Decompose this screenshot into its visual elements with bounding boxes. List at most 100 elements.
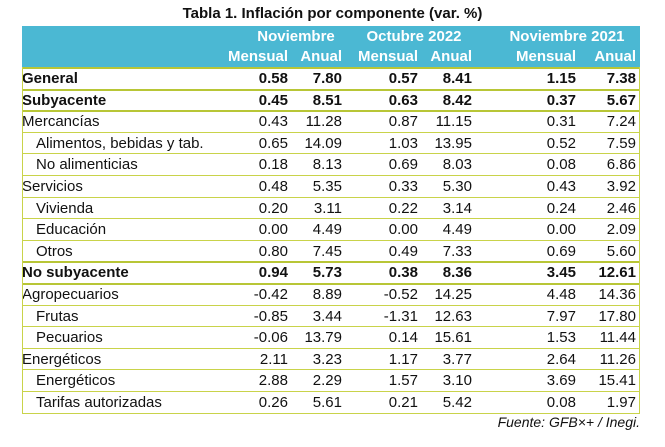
cell-value: 3.23	[312, 350, 342, 368]
cell-value: 3.14	[442, 199, 472, 217]
table-row: Otros 0.80 7.45 0.49 7.33 0.69 5.60	[22, 241, 640, 262]
subheader: Anual	[300, 48, 342, 65]
row-divider	[22, 88, 640, 91]
row-divider	[22, 369, 640, 371]
cell-value: 0.43	[546, 178, 576, 195]
cell-value: 0.00	[388, 221, 418, 239]
row-divider	[22, 261, 640, 264]
cell-value: 14.09	[304, 134, 342, 152]
cell-value: 0.87	[388, 113, 418, 131]
cell-value: 5.61	[312, 394, 342, 411]
cell-value: 0.21	[388, 394, 418, 411]
table-row: No subyacente 0.94 5.73 0.38 8.36 3.45 12.61	[22, 262, 640, 283]
cell-value: 3.11	[313, 199, 342, 217]
cell-value: 6.86	[606, 156, 636, 174]
row-label: Frutas	[36, 307, 79, 325]
table-border	[22, 67, 23, 414]
row-label: Otros	[36, 242, 73, 260]
table-row: Pecuarios -0.06 13.79 0.14 15.61 1.53 11.44	[22, 327, 640, 348]
cell-value: 0.80	[258, 242, 288, 260]
row-divider	[22, 196, 640, 198]
cell-value: 5.35	[312, 178, 342, 195]
cell-value: 0.48	[258, 178, 288, 195]
row-label: Mercancías	[22, 113, 100, 131]
cell-value: 7.24	[606, 113, 636, 131]
cell-value: 0.22	[388, 199, 418, 217]
cell-value: 8.36	[442, 264, 472, 282]
cell-value: 5.42	[442, 394, 472, 411]
cell-value: 0.69	[388, 156, 418, 174]
table-row: Energéticos 2.88 2.29 1.57 3.10 3.69 15.41	[22, 370, 640, 391]
cell-value: 1.17	[388, 350, 418, 368]
cell-value: 3.77	[442, 350, 472, 368]
cell-value: 8.51	[312, 91, 342, 109]
row-divider	[22, 304, 640, 306]
row-divider	[22, 131, 640, 133]
cell-value: 2.88	[258, 372, 288, 390]
source-note: Fuente: GFB×+ / Inegi.	[497, 414, 640, 430]
table-row: Agropecuarios -0.42 8.89 -0.52 14.25 4.48 14.3…	[22, 284, 640, 305]
cell-value: 12.63	[434, 307, 472, 325]
subheader: Mensual	[227, 48, 288, 65]
cell-value: 4.49	[442, 221, 472, 239]
cell-value: 0.26	[258, 394, 288, 411]
cell-value: 3.69	[546, 372, 576, 390]
cell-value: 0.69	[546, 242, 576, 260]
cell-value: 0.31	[546, 113, 576, 131]
cell-value: 7.97	[546, 307, 576, 325]
cell-value: 3.10	[442, 372, 472, 390]
cell-value: -0.85	[253, 307, 288, 325]
table-title: Tabla 1. Inflación por componente (var. …	[182, 5, 483, 22]
row-divider	[22, 175, 640, 176]
subheader-row: Mensual Anual Mensual Anual Mensual Anua…	[22, 47, 640, 67]
cell-value: 5.73	[312, 264, 342, 282]
row-divider	[22, 283, 640, 285]
row-divider	[22, 239, 640, 241]
period-header: Octubre 2022	[366, 28, 462, 45]
cell-value: 7.59	[606, 134, 636, 152]
cell-value: -0.42	[253, 286, 288, 303]
cell-value: 0.38	[388, 264, 418, 282]
cell-value: 8.42	[442, 91, 472, 109]
cell-value: 0.24	[546, 199, 576, 217]
cell-value: 0.57	[388, 70, 418, 87]
cell-value: 0.14	[388, 329, 418, 347]
cell-value: 2.64	[546, 350, 576, 368]
period-header: Noviembre 2021	[509, 28, 625, 45]
cell-value: 0.49	[388, 242, 418, 260]
table-row: Energéticos 2.11 3.23 1.17 3.77 2.64 11.26	[22, 349, 640, 370]
cell-value: 0.63	[388, 91, 418, 109]
row-label: Vivienda	[36, 199, 94, 217]
cell-value: 3.92	[606, 178, 636, 195]
cell-value: 1.97	[606, 394, 636, 411]
cell-value: 1.03	[388, 134, 418, 152]
cell-value: 13.95	[434, 134, 472, 152]
row-divider	[22, 326, 640, 328]
cell-value: 11.28	[305, 113, 342, 131]
cell-value: 2.11	[259, 350, 288, 368]
cell-value: 14.25	[434, 286, 472, 303]
cell-value: 2.46	[606, 199, 636, 217]
cell-value: 11.44	[599, 329, 636, 347]
row-divider	[22, 110, 640, 113]
table-row: Alimentos, bebidas y tab. 0.65 14.09 1.03 13…	[22, 133, 640, 154]
cell-value: 0.20	[258, 199, 288, 217]
cell-value: -1.31	[383, 307, 418, 325]
cell-value: 7.45	[312, 242, 342, 260]
cell-value: 7.80	[312, 70, 342, 87]
row-divider	[22, 391, 640, 392]
table-row: Subyacente 0.45 8.51 0.63 8.42 0.37 5.67	[22, 90, 640, 111]
cell-value: 13.79	[304, 329, 342, 347]
cell-value: 0.58	[258, 70, 288, 87]
row-label: Pecuarios	[36, 329, 103, 347]
row-label: General	[22, 70, 78, 87]
cell-value: 3.44	[312, 307, 342, 325]
table-row: Mercancías 0.43 11.28 0.87 11.15 0.31 7.24	[22, 111, 640, 132]
cell-value: 2.29	[312, 372, 342, 390]
cell-value: 0.43	[258, 113, 288, 131]
cell-value: -0.06	[253, 329, 288, 347]
cell-value: 7.38	[606, 70, 636, 87]
cell-value: 4.49	[312, 221, 342, 239]
cell-value: 8.89	[312, 286, 342, 303]
cell-value: 0.00	[258, 221, 288, 239]
